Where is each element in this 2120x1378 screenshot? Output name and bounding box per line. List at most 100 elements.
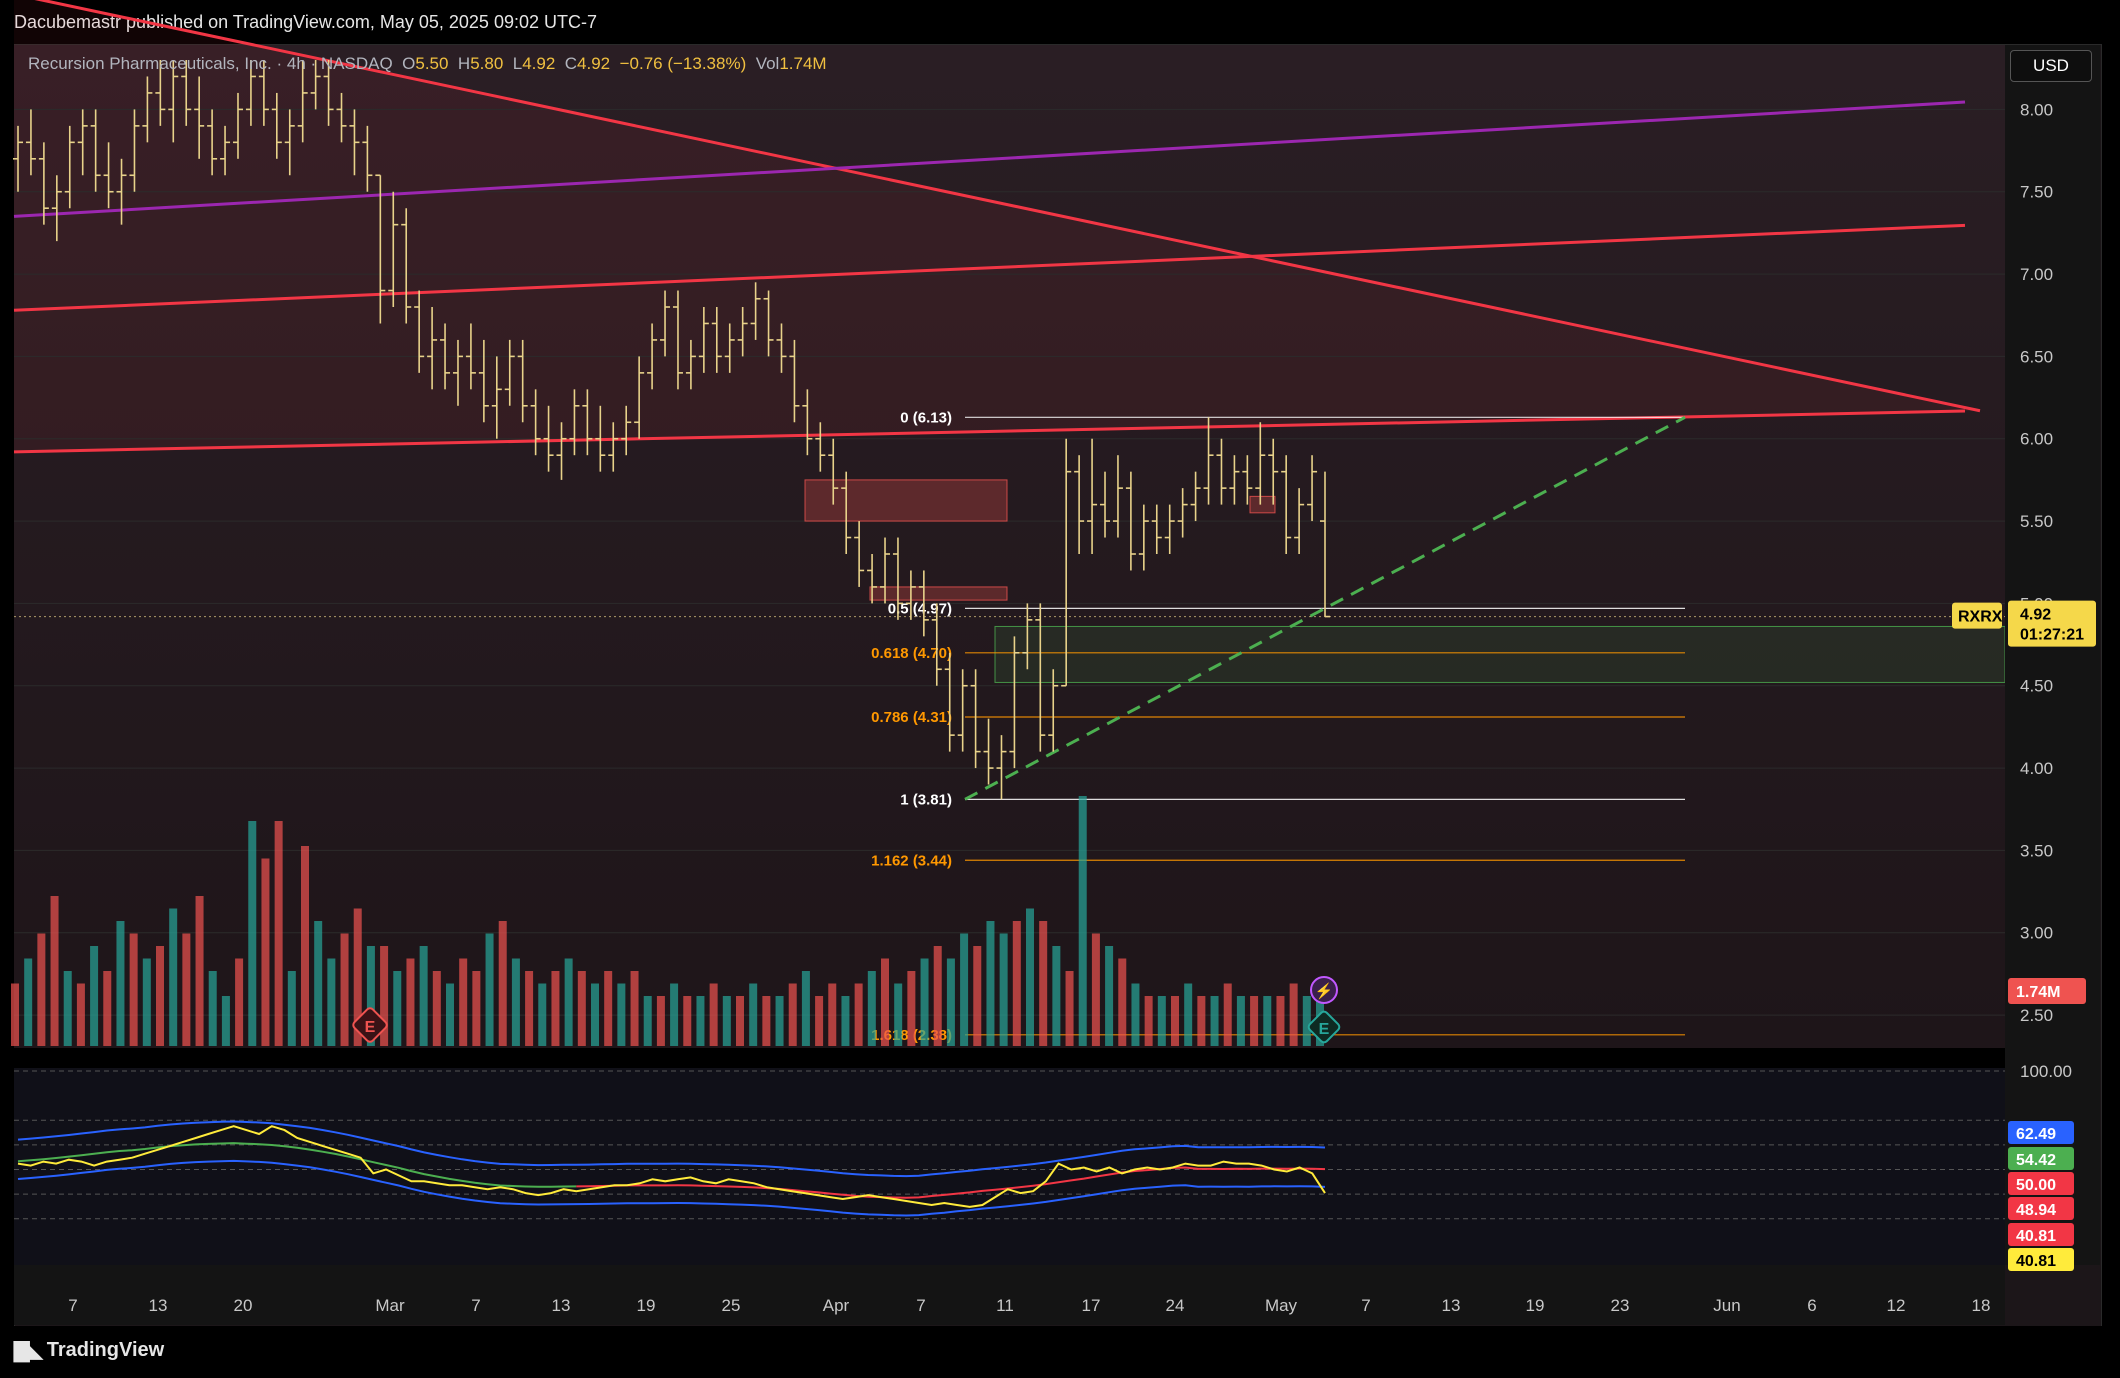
volume-bar-63 — [841, 996, 850, 1046]
volume-bar-49 — [656, 996, 665, 1046]
lightning-event-icon[interactable] — [1310, 976, 1338, 1004]
fib-label-3: 0.786 (4.31) — [871, 709, 952, 726]
volume-bar-56 — [749, 983, 758, 1046]
time-tick-16: 19 — [1526, 1296, 1545, 1315]
lightning-event-glyph: ⚡ — [1315, 982, 1334, 1000]
symbol-tag-text: RXRX — [1958, 609, 2003, 626]
price-panel-bg — [14, 45, 2005, 1048]
earnings-marker-feb-letter: E — [365, 1019, 376, 1036]
footer-bar — [0, 1326, 2120, 1378]
tradingview-logo[interactable]: ▇◣ TradingView — [14, 1338, 164, 1363]
currency-button[interactable]: USD — [2010, 50, 2092, 82]
volume-bar-28 — [380, 946, 389, 1046]
volume-bar-34 — [459, 958, 468, 1046]
volume-bar-91 — [1210, 996, 1219, 1046]
volume-bar-24 — [327, 958, 336, 1046]
price-tick-9: 3.50 — [2020, 841, 2053, 860]
red-descending-resistance — [34, 0, 1981, 413]
bar-countdown: 01:27:21 — [2020, 627, 2084, 644]
legend-c-label: C — [564, 54, 578, 73]
time-tick-1: 13 — [149, 1296, 168, 1315]
volume-bar-87 — [1157, 996, 1166, 1046]
volume-bar-16 — [221, 996, 230, 1046]
tradingview-logo-icon: ▇◣ — [14, 1340, 43, 1362]
price-tick-5: 5.50 — [2020, 512, 2053, 531]
supply-zone-1 — [804, 479, 1008, 522]
volume-bar-13 — [182, 933, 191, 1046]
legend-low: 4.92 — [522, 54, 556, 73]
volume-bar-15 — [208, 971, 217, 1046]
price-tick-0: 8.00 — [2020, 100, 2053, 119]
rsi-ma-green — [17, 1142, 577, 1188]
legend-symbol: Recursion Pharmaceuticals, Inc. · 4h · N… — [28, 54, 393, 73]
supply-zone-2 — [869, 586, 1008, 601]
earnings-marker-feb[interactable] — [352, 1007, 389, 1044]
volume-value-text: 1.74M — [2016, 984, 2060, 1001]
volume-bar-5 — [76, 983, 85, 1046]
volume-bar-65 — [867, 971, 876, 1046]
volume-bar-46 — [617, 983, 626, 1046]
panel-separator — [14, 1048, 2005, 1068]
volume-bar-97 — [1289, 983, 1298, 1046]
volume-bar-35 — [472, 971, 481, 1046]
volume-bar-45 — [604, 971, 613, 1046]
volume-bar-61 — [815, 996, 824, 1046]
rsi-value-text-2: 50.00 — [2016, 1177, 2056, 1194]
purple-channel — [13, 100, 1966, 218]
volume-bar-37 — [498, 921, 507, 1046]
volume-bar-17 — [235, 958, 244, 1046]
volume-bar-72 — [960, 933, 969, 1046]
volume-bar-38 — [511, 958, 520, 1046]
symbol-legend: Recursion Pharmaceuticals, Inc. · 4h · N… — [28, 54, 827, 74]
volume-bar-12 — [169, 908, 178, 1046]
volume-bar-79 — [1052, 946, 1061, 1046]
volume-bar-92 — [1223, 983, 1232, 1046]
volume-bar-23 — [314, 921, 323, 1046]
volume-bar-64 — [854, 983, 863, 1046]
volume-bar-30 — [406, 958, 415, 1046]
publisher-text: Dacubemastr published on TradingView.com… — [14, 12, 597, 32]
volume-bar-73 — [973, 946, 982, 1046]
volume-bar-39 — [525, 971, 534, 1046]
volume-bar-8 — [116, 921, 125, 1046]
volume-bar-93 — [1236, 996, 1245, 1046]
time-tick-17: 23 — [1611, 1296, 1630, 1315]
volume-bar-95 — [1263, 996, 1272, 1046]
time-tick-12: 24 — [1166, 1296, 1185, 1315]
volume-bar-88 — [1171, 996, 1179, 1046]
time-tick-13: May — [1265, 1296, 1298, 1315]
volume-bar-2 — [37, 933, 46, 1046]
volume-bar-9 — [129, 933, 138, 1046]
time-axis-bg — [14, 1265, 2005, 1325]
volume-bar-20 — [274, 821, 283, 1046]
volume-bar-4 — [63, 971, 72, 1046]
price-tick-8: 4.00 — [2020, 759, 2053, 778]
rsi-tick-0: 100.00 — [2020, 1062, 2072, 1081]
rsi-value-text-4: 40.81 — [2016, 1228, 2056, 1245]
rsi-value-tag-4 — [2008, 1223, 2074, 1246]
earnings-marker-may[interactable] — [1307, 1010, 1341, 1044]
volume-bar-54 — [722, 996, 731, 1046]
volume-bar-90 — [1197, 996, 1206, 1046]
volume-bar-80 — [1065, 971, 1074, 1046]
volume-bar-29 — [393, 971, 402, 1046]
symbol-tag — [1952, 602, 2002, 629]
volume-bar-27 — [366, 946, 375, 1046]
volume-bar-43 — [577, 971, 586, 1046]
volume-bar-19 — [261, 858, 270, 1046]
last-price-value: 4.92 — [2020, 607, 2051, 624]
resistance-wedge-fill — [14, 0, 1980, 452]
volume-bar-94 — [1250, 996, 1259, 1046]
volume-bar-89 — [1184, 983, 1193, 1046]
volume-bar-1 — [24, 958, 33, 1046]
price-tick-4: 6.00 — [2020, 430, 2053, 449]
volume-bar-21 — [287, 971, 296, 1046]
volume-bar-84 — [1118, 958, 1127, 1046]
demand-zone — [994, 625, 2006, 683]
rsi-value-text-3: 48.94 — [2016, 1202, 2056, 1219]
volume-bar-78 — [1039, 921, 1048, 1046]
rsi-value-tag-0 — [2008, 1121, 2074, 1144]
volume-bar-47 — [630, 971, 639, 1046]
volume-bar-85 — [1131, 983, 1140, 1046]
